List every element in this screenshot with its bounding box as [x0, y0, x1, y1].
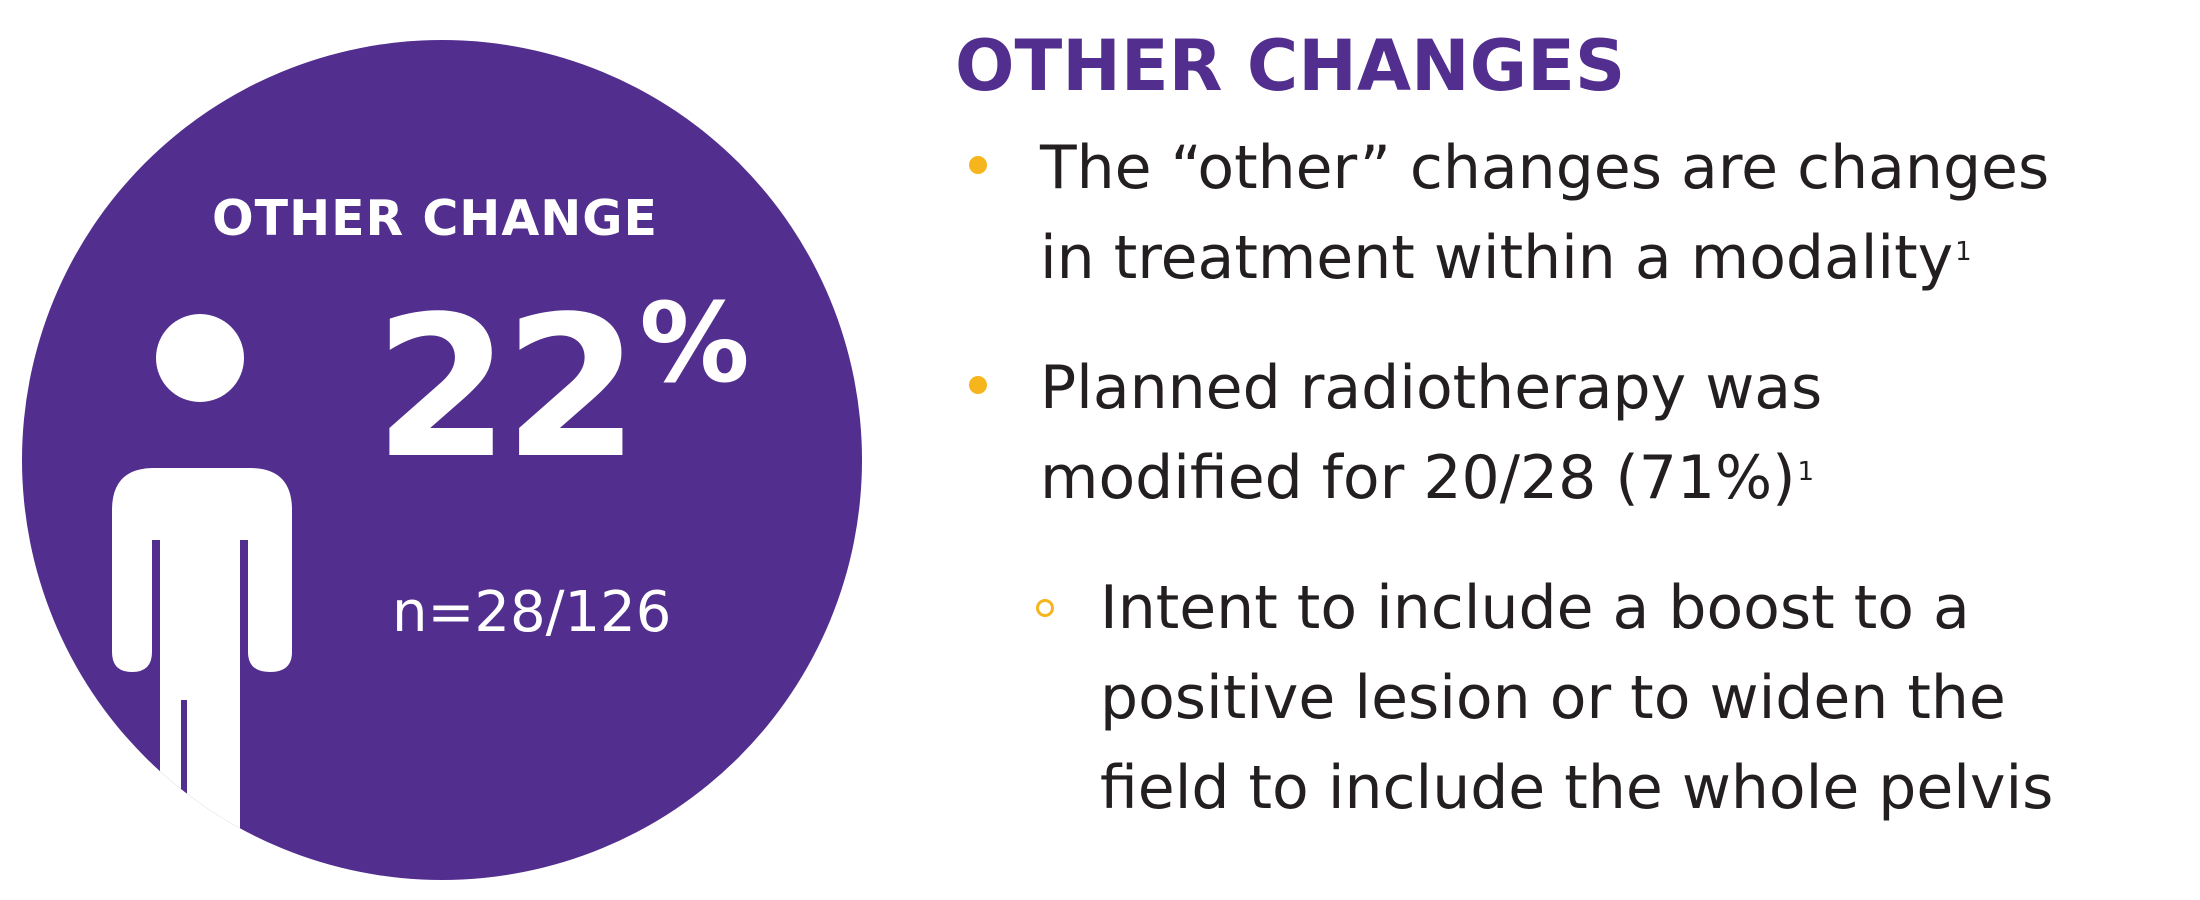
stat-percentage: 22% [374, 288, 750, 490]
stat-unit: % [639, 279, 750, 407]
stat-number: 22 [374, 274, 639, 501]
sub-bullet-ring-icon [1036, 599, 1054, 617]
content-column: OTHER CHANGES The “other” changes are ch… [955, 28, 2175, 833]
stat-circle: OTHER CHANGE 22% n=28/126 [22, 40, 862, 880]
person-icon [112, 314, 292, 880]
section-title: OTHER CHANGES [955, 25, 1626, 107]
bullet-item: The “other” changes are changes in treat… [955, 123, 2175, 303]
bullet-dot-icon [969, 156, 987, 174]
sub-bullet-line: positive lesion or to widen the [1100, 663, 2006, 733]
sub-bullet-item: Intent to include a boost to a positive … [955, 563, 2175, 833]
sub-bullet-line: Intent to include a boost to a [1100, 573, 1970, 643]
footnote-ref: 1 [1955, 237, 1972, 267]
footnote-ref: 1 [1797, 457, 1815, 487]
sub-bullet-line: field to include the whole pelvis [1100, 753, 2054, 823]
bullet-line: Planned radiotherapy was [1040, 353, 1823, 423]
bullet-line-with-ref: modified for 20/28 (71%)1 [1040, 433, 2175, 523]
bullet-line-text: in treatment within a modality [1040, 223, 1954, 293]
bullet-line-text: modified for 20/28 (71%) [1040, 443, 1796, 513]
stat-label: OTHER CHANGE [212, 190, 658, 247]
stat-sample-size: n=28/126 [392, 580, 672, 645]
bullet-line: The “other” changes are changes [1040, 133, 2050, 203]
bullet-dot-icon [969, 376, 987, 394]
bullet-line-with-ref: in treatment within a modality1 [1040, 213, 2175, 303]
bullet-item: Planned radiotherapy was modified for 20… [955, 343, 2175, 523]
